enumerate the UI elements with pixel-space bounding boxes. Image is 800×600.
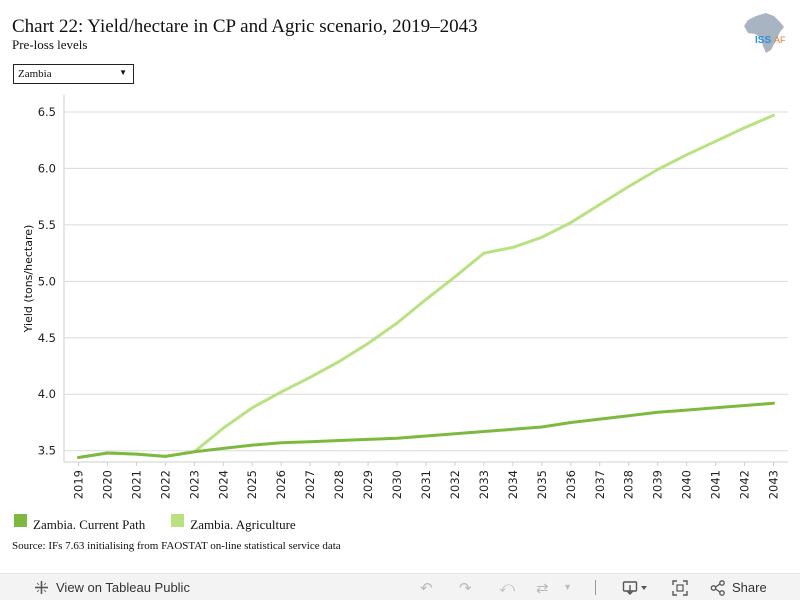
- chevron-down-icon: ▼: [119, 68, 127, 77]
- share-icon: [710, 579, 725, 596]
- y-tick-label: 3.5: [38, 444, 56, 458]
- x-tick-label: 2029: [361, 470, 375, 499]
- x-tick-label: 2030: [390, 470, 404, 499]
- x-tick-label: 2031: [419, 470, 433, 499]
- source-note: Source: IFs 7.63 initialising from FAOST…: [12, 540, 341, 552]
- x-tick-label: 2035: [535, 470, 549, 499]
- chart-svg: 3.5 4.0 4.5 5.0 5.5 6.0 6.5 2019 2020 2021 2022 202…: [22, 95, 788, 499]
- x-tick-label: 2024: [216, 470, 230, 499]
- x-tick-label: 2032: [448, 470, 462, 499]
- x-tick-label: 2021: [129, 470, 143, 499]
- tableau-toolbar: View on Tableau Public ↶ ↷ ⤺ ⇄ ▾: [0, 573, 800, 600]
- legend-label-current-path: Zambia. Current Path: [33, 517, 146, 532]
- download-icon: [622, 580, 647, 595]
- y-axis-label: Yield (tons/hectare): [22, 225, 35, 334]
- fullscreen-button[interactable]: [672, 574, 688, 600]
- series-line-agriculture: [77, 113, 775, 459]
- view-on-tableau-label: View on Tableau Public: [56, 580, 190, 595]
- pause-icon[interactable]: ▾: [565, 582, 571, 593]
- legend-swatch-current-path: [14, 513, 27, 527]
- x-tick-label: 2042: [738, 470, 752, 499]
- svg-text:AF: AF: [774, 35, 786, 45]
- chart-legend: Zambia. Current Path Zambia. Agriculture: [14, 512, 322, 532]
- chart-title: Chart 22: Yield/hectare in CP and Agric …: [12, 16, 478, 37]
- x-tick-label: 2020: [100, 470, 114, 499]
- x-tick-label: 2039: [651, 470, 665, 499]
- tableau-icon: [35, 581, 48, 594]
- y-tick-label: 4.0: [38, 387, 56, 401]
- logo-text: ISS: [755, 35, 771, 46]
- y-tick-label: 5.0: [38, 274, 56, 288]
- x-tick-label: 2041: [709, 470, 723, 499]
- legend-label-agriculture: Zambia. Agriculture: [190, 517, 296, 532]
- redo-icon[interactable]: ↷: [459, 579, 472, 597]
- x-tick-label: 2037: [593, 470, 607, 499]
- x-tick-label: 2043: [767, 470, 781, 499]
- x-tick-label: 2034: [506, 470, 520, 499]
- refresh-icon[interactable]: ⇄: [536, 579, 549, 597]
- share-label: Share: [732, 580, 767, 595]
- iss-african-futures-logo: ISS AF: [736, 10, 796, 56]
- fullscreen-icon: [672, 579, 688, 596]
- x-tick-label: 2027: [303, 470, 317, 499]
- x-tick-label: 2036: [564, 470, 578, 499]
- country-filter-value: Zambia: [18, 68, 52, 80]
- series-line-current-path: [77, 401, 775, 459]
- x-tick-label: 2023: [187, 470, 201, 499]
- x-tick-label: 2038: [622, 470, 636, 499]
- legend-item-agriculture[interactable]: Zambia. Agriculture: [171, 513, 296, 532]
- x-tick-label: 2019: [71, 470, 85, 499]
- x-tick-label: 2022: [158, 470, 172, 499]
- legend-item-current-path[interactable]: Zambia. Current Path: [14, 513, 146, 532]
- legend-swatch-agriculture: [171, 513, 185, 527]
- x-tick-label: 2040: [680, 470, 694, 499]
- chart-subtitle: Pre-loss levels: [12, 37, 88, 52]
- line-chart: 3.5 4.0 4.5 5.0 5.5 6.0 6.5 2019 2020 2021 2022 202…: [0, 90, 800, 500]
- download-button[interactable]: [622, 574, 650, 600]
- toolbar-separator: [595, 580, 596, 595]
- y-tick-label: 4.5: [38, 331, 56, 345]
- country-filter-dropdown[interactable]: Zambia ▼: [13, 64, 134, 84]
- undo-icon[interactable]: ↶: [420, 579, 433, 597]
- x-tick-label: 2025: [245, 470, 259, 499]
- y-tick-label: 6.0: [38, 161, 56, 175]
- x-tick-label: 2026: [274, 470, 288, 499]
- y-tick-label: 5.5: [38, 218, 56, 232]
- x-tick-label: 2033: [477, 470, 491, 499]
- share-button[interactable]: Share: [710, 574, 767, 600]
- x-tick-label: 2028: [332, 470, 346, 499]
- y-tick-label: 6.5: [38, 105, 56, 119]
- view-on-tableau-button[interactable]: View on Tableau Public: [34, 574, 190, 600]
- revert-icon[interactable]: ⤺: [499, 579, 516, 596]
